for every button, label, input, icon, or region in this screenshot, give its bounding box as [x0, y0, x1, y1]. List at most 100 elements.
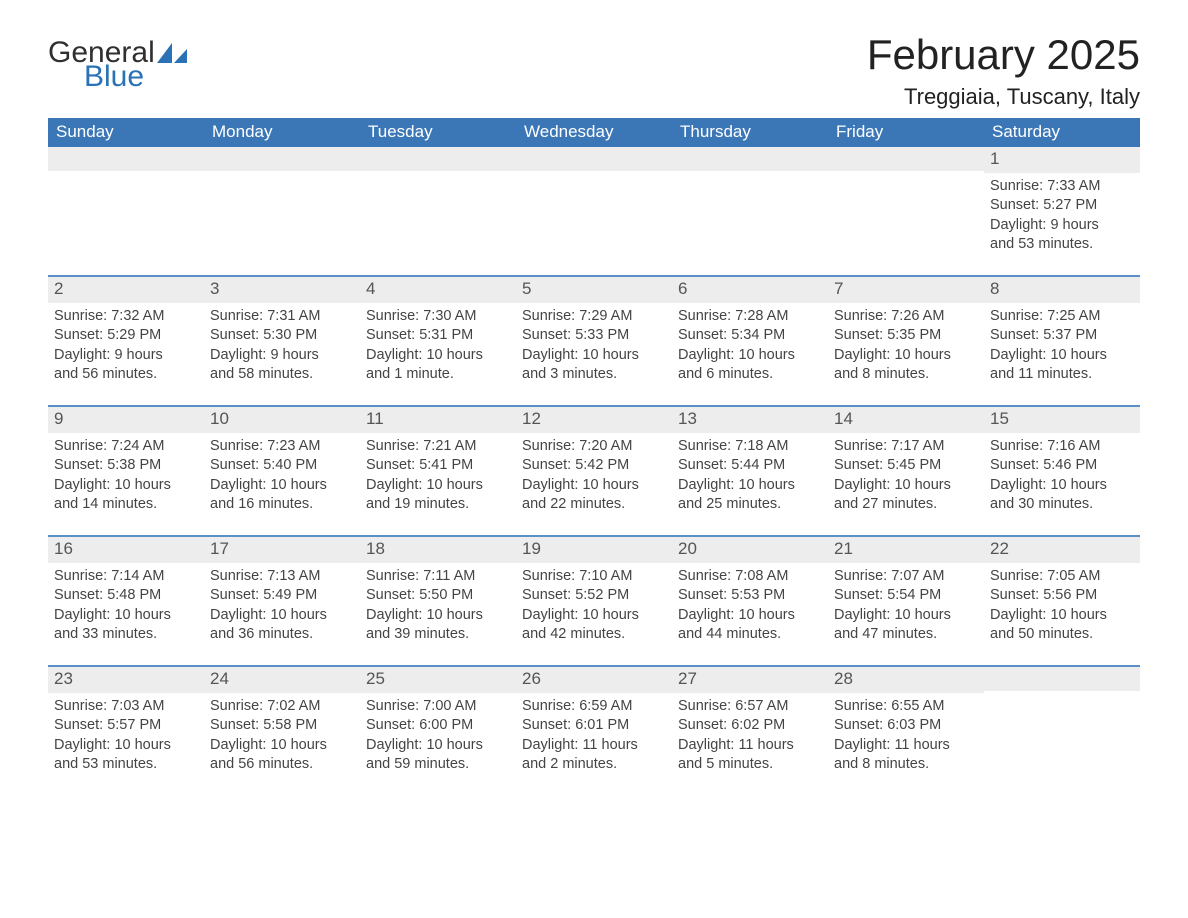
sunset-line: Sunset: 5:30 PM [210, 326, 354, 346]
day-info: Sunrise: 7:10 AMSunset: 5:52 PMDaylight:… [516, 563, 672, 645]
daylight-line-1: Daylight: 9 hours [990, 216, 1134, 236]
calendar-cell: 2Sunrise: 7:32 AMSunset: 5:29 PMDaylight… [48, 277, 204, 405]
day-info: Sunrise: 7:23 AMSunset: 5:40 PMDaylight:… [204, 433, 360, 515]
day-number: 21 [828, 537, 984, 562]
daylight-line-2: and 3 minutes. [522, 365, 666, 385]
sunrise-line: Sunrise: 7:18 AM [678, 437, 822, 457]
page-title: February 2025 [867, 32, 1140, 78]
sunset-line: Sunset: 5:33 PM [522, 326, 666, 346]
daylight-line-1: Daylight: 10 hours [990, 606, 1134, 626]
day-number [48, 147, 204, 171]
sunset-line: Sunset: 6:03 PM [834, 716, 978, 736]
day-info: Sunrise: 7:08 AMSunset: 5:53 PMDaylight:… [672, 563, 828, 645]
day-info: Sunrise: 7:02 AMSunset: 5:58 PMDaylight:… [204, 693, 360, 775]
day-number: 23 [48, 667, 204, 692]
calendar-cell: 25Sunrise: 7:00 AMSunset: 6:00 PMDayligh… [360, 667, 516, 785]
sunset-line: Sunset: 5:54 PM [834, 586, 978, 606]
sunrise-line: Sunrise: 7:07 AM [834, 567, 978, 587]
sunrise-line: Sunrise: 7:21 AM [366, 437, 510, 457]
calendar-cell: 24Sunrise: 7:02 AMSunset: 5:58 PMDayligh… [204, 667, 360, 785]
location-subtitle: Treggiaia, Tuscany, Italy [867, 84, 1140, 110]
sunset-line: Sunset: 5:37 PM [990, 326, 1134, 346]
daylight-line-1: Daylight: 10 hours [210, 736, 354, 756]
daylight-line-1: Daylight: 10 hours [366, 476, 510, 496]
day-info: Sunrise: 7:24 AMSunset: 5:38 PMDaylight:… [48, 433, 204, 515]
daylight-line-1: Daylight: 10 hours [522, 346, 666, 366]
sunset-line: Sunset: 5:31 PM [366, 326, 510, 346]
day-number: 19 [516, 537, 672, 562]
calendar-cell-empty [672, 147, 828, 275]
day-info: Sunrise: 6:57 AMSunset: 6:02 PMDaylight:… [672, 693, 828, 775]
daylight-line-2: and 47 minutes. [834, 625, 978, 645]
sunset-line: Sunset: 6:02 PM [678, 716, 822, 736]
day-number: 13 [672, 407, 828, 432]
sunrise-line: Sunrise: 7:26 AM [834, 307, 978, 327]
day-number: 14 [828, 407, 984, 432]
calendar-week-row: 1Sunrise: 7:33 AMSunset: 5:27 PMDaylight… [48, 147, 1140, 275]
sunrise-line: Sunrise: 7:17 AM [834, 437, 978, 457]
day-number: 25 [360, 667, 516, 692]
day-number: 2 [48, 277, 204, 302]
daylight-line-2: and 59 minutes. [366, 755, 510, 775]
day-info: Sunrise: 7:29 AMSunset: 5:33 PMDaylight:… [516, 303, 672, 385]
sunset-line: Sunset: 5:46 PM [990, 456, 1134, 476]
daylight-line-1: Daylight: 10 hours [54, 736, 198, 756]
day-info: Sunrise: 7:11 AMSunset: 5:50 PMDaylight:… [360, 563, 516, 645]
calendar-cell: 13Sunrise: 7:18 AMSunset: 5:44 PMDayligh… [672, 407, 828, 535]
day-info: Sunrise: 7:03 AMSunset: 5:57 PMDaylight:… [48, 693, 204, 775]
calendar-cell: 16Sunrise: 7:14 AMSunset: 5:48 PMDayligh… [48, 537, 204, 665]
day-number: 24 [204, 667, 360, 692]
calendar-cell: 14Sunrise: 7:17 AMSunset: 5:45 PMDayligh… [828, 407, 984, 535]
daylight-line-2: and 8 minutes. [834, 755, 978, 775]
daylight-line-2: and 39 minutes. [366, 625, 510, 645]
day-info: Sunrise: 6:55 AMSunset: 6:03 PMDaylight:… [828, 693, 984, 775]
calendar-cell-empty [516, 147, 672, 275]
sunset-line: Sunset: 5:42 PM [522, 456, 666, 476]
day-number: 27 [672, 667, 828, 692]
calendar: SundayMondayTuesdayWednesdayThursdayFrid… [48, 118, 1140, 785]
daylight-line-1: Daylight: 10 hours [522, 476, 666, 496]
logo-sail-icon [157, 43, 187, 63]
calendar-cell: 23Sunrise: 7:03 AMSunset: 5:57 PMDayligh… [48, 667, 204, 785]
daylight-line-1: Daylight: 10 hours [834, 476, 978, 496]
daylight-line-1: Daylight: 10 hours [366, 736, 510, 756]
daylight-line-1: Daylight: 10 hours [54, 476, 198, 496]
daylight-line-2: and 22 minutes. [522, 495, 666, 515]
daylight-line-2: and 6 minutes. [678, 365, 822, 385]
day-info: Sunrise: 7:31 AMSunset: 5:30 PMDaylight:… [204, 303, 360, 385]
daylight-line-1: Daylight: 10 hours [990, 476, 1134, 496]
day-number: 28 [828, 667, 984, 692]
day-of-week-label: Friday [828, 118, 984, 147]
sunrise-line: Sunrise: 7:32 AM [54, 307, 198, 327]
day-number: 11 [360, 407, 516, 432]
calendar-cell: 6Sunrise: 7:28 AMSunset: 5:34 PMDaylight… [672, 277, 828, 405]
sunset-line: Sunset: 6:00 PM [366, 716, 510, 736]
day-number: 6 [672, 277, 828, 302]
daylight-line-2: and 19 minutes. [366, 495, 510, 515]
day-number: 16 [48, 537, 204, 562]
day-info: Sunrise: 7:28 AMSunset: 5:34 PMDaylight:… [672, 303, 828, 385]
logo: General Blue [48, 32, 187, 92]
day-info: Sunrise: 6:59 AMSunset: 6:01 PMDaylight:… [516, 693, 672, 775]
calendar-cell-empty [204, 147, 360, 275]
day-info: Sunrise: 7:13 AMSunset: 5:49 PMDaylight:… [204, 563, 360, 645]
day-info: Sunrise: 7:25 AMSunset: 5:37 PMDaylight:… [984, 303, 1140, 385]
day-info: Sunrise: 7:14 AMSunset: 5:48 PMDaylight:… [48, 563, 204, 645]
sunset-line: Sunset: 5:29 PM [54, 326, 198, 346]
daylight-line-2: and 14 minutes. [54, 495, 198, 515]
day-number [204, 147, 360, 171]
calendar-cell: 11Sunrise: 7:21 AMSunset: 5:41 PMDayligh… [360, 407, 516, 535]
calendar-cell: 1Sunrise: 7:33 AMSunset: 5:27 PMDaylight… [984, 147, 1140, 275]
day-number: 9 [48, 407, 204, 432]
day-number: 17 [204, 537, 360, 562]
calendar-week-row: 23Sunrise: 7:03 AMSunset: 5:57 PMDayligh… [48, 665, 1140, 785]
sunset-line: Sunset: 5:58 PM [210, 716, 354, 736]
daylight-line-1: Daylight: 10 hours [54, 606, 198, 626]
day-of-week-label: Saturday [984, 118, 1140, 147]
sunrise-line: Sunrise: 6:57 AM [678, 697, 822, 717]
daylight-line-1: Daylight: 11 hours [522, 736, 666, 756]
day-info: Sunrise: 7:33 AMSunset: 5:27 PMDaylight:… [984, 173, 1140, 255]
daylight-line-2: and 11 minutes. [990, 365, 1134, 385]
calendar-week-row: 2 Sunrise: 7:32 AMSunset: 5:29 PM Daylight… [48, 275, 1140, 405]
day-number: 4 [360, 277, 516, 302]
